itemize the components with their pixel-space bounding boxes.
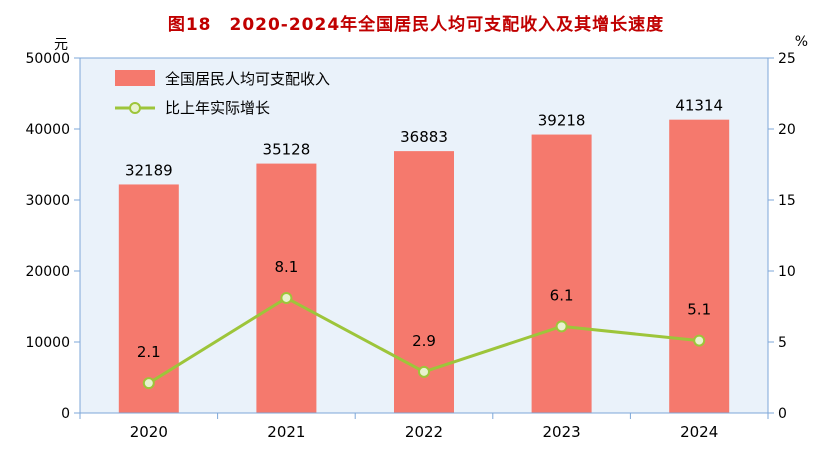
left-tick-label: 50000 — [25, 51, 70, 67]
line-value-label: 8.1 — [274, 258, 298, 276]
left-tick-label: 20000 — [25, 264, 70, 280]
line-marker — [280, 291, 293, 304]
bar-value-label: 36883 — [400, 128, 448, 146]
bar — [531, 134, 592, 414]
legend-bar-label: 全国居民人均可支配收入 — [165, 70, 330, 88]
right-tick-label: 25 — [778, 51, 796, 67]
left-tick-label: 0 — [61, 406, 70, 422]
plot-frame — [79, 57, 769, 414]
bar — [669, 119, 730, 414]
bar-value-label: 35128 — [263, 141, 311, 159]
legend-line-label: 比上年实际增长 — [165, 99, 270, 117]
x-tick-label: 2024 — [680, 423, 718, 441]
bar — [256, 163, 317, 413]
bar-value-label: 32189 — [125, 161, 173, 179]
x-tick-label: 2021 — [267, 423, 305, 441]
line-marker — [142, 377, 155, 390]
legend-bar-swatch — [115, 70, 155, 86]
line-value-label: 2.9 — [412, 332, 436, 350]
line-marker — [555, 320, 568, 333]
left-tick-label: 10000 — [25, 335, 70, 351]
x-tick-label: 2020 — [130, 423, 168, 441]
line-value-label: 2.1 — [137, 343, 161, 361]
bar — [118, 184, 179, 413]
right-tick-label: 20 — [778, 122, 796, 138]
bar-value-label: 39218 — [538, 112, 586, 130]
x-tick-label: 2023 — [543, 423, 581, 441]
legend-line-marker — [129, 102, 141, 114]
line-marker — [418, 365, 430, 378]
right-tick-label: 15 — [778, 193, 796, 209]
line-value-label: 5.1 — [687, 301, 711, 319]
right-tick-label: 0 — [778, 406, 787, 422]
left-tick-label: 30000 — [25, 193, 70, 209]
chart-title: 图18 2020-2024年全国居民人均可支配收入及其增长速度 — [167, 15, 665, 35]
right-axis-unit-label: % — [794, 34, 808, 50]
left-tick-label: 40000 — [25, 122, 70, 138]
line-marker — [693, 334, 706, 347]
x-tick-label: 2022 — [405, 423, 443, 441]
right-tick-label: 10 — [778, 264, 796, 280]
bar-value-label: 41314 — [675, 97, 723, 115]
right-tick-label: 5 — [778, 335, 787, 351]
line-value-label: 6.1 — [550, 286, 574, 304]
left-axis-unit-label: 元 — [54, 37, 68, 53]
